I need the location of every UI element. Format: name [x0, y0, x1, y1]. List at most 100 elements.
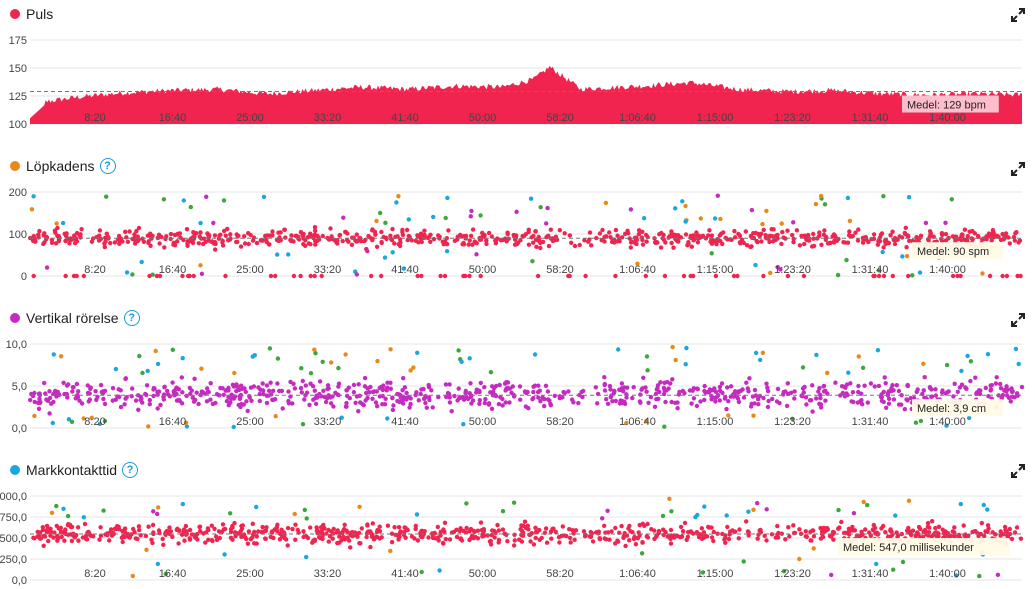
help-circle-icon[interactable]: ? [123, 310, 140, 326]
data-point [279, 527, 284, 532]
data-point [378, 384, 384, 390]
x-tick-label: 8:20 [84, 112, 105, 124]
data-point [488, 370, 494, 375]
data-point [661, 532, 666, 538]
data-point [129, 394, 134, 399]
data-point [562, 231, 567, 236]
data-point [311, 538, 316, 543]
data-point [345, 535, 350, 540]
data-point [155, 561, 161, 567]
data-point [645, 368, 650, 373]
data-point [183, 523, 189, 529]
data-point [451, 529, 457, 535]
data-point [940, 232, 945, 237]
data-point [33, 239, 38, 244]
data-point [291, 381, 296, 386]
help-circle-icon[interactable]: ? [99, 158, 116, 174]
data-point [58, 354, 64, 359]
data-point [641, 216, 647, 221]
data-point [191, 273, 196, 279]
data-point [135, 536, 140, 542]
data-point [982, 533, 987, 539]
data-point [326, 237, 331, 242]
data-point [181, 198, 186, 203]
data-point [929, 394, 934, 399]
data-point [41, 533, 46, 539]
data-point [928, 233, 933, 238]
data-point [239, 383, 244, 388]
data-point [375, 358, 380, 364]
expand-arrows-icon[interactable] [1011, 8, 1025, 22]
data-point [781, 389, 786, 395]
data-point [775, 236, 780, 241]
data-point [702, 397, 707, 403]
data-point [643, 273, 648, 279]
data-point [726, 399, 731, 404]
data-point [163, 532, 168, 537]
data-point [741, 395, 747, 400]
data-point [47, 389, 52, 394]
data-point [234, 232, 239, 237]
data-point [136, 407, 141, 412]
data-point [343, 404, 349, 409]
data-point [97, 421, 103, 426]
data-point [853, 230, 858, 235]
data-point [903, 225, 908, 230]
expand-arrows-icon[interactable] [1011, 162, 1025, 176]
data-point [613, 541, 618, 546]
data-point [762, 533, 767, 538]
data-point [519, 523, 524, 528]
data-point [542, 403, 547, 409]
data-point [802, 384, 807, 390]
x-tick-label: 1:23:20 [774, 416, 811, 428]
data-point [94, 235, 99, 240]
data-point [683, 219, 688, 224]
data-point [168, 236, 173, 242]
data-point [123, 376, 129, 381]
data-point [785, 273, 791, 279]
data-point [645, 535, 651, 540]
data-point [1019, 384, 1025, 390]
data-point [413, 238, 419, 243]
data-point [360, 401, 365, 407]
data-point [883, 381, 888, 386]
data-point [102, 401, 108, 407]
data-point [328, 226, 333, 231]
data-point [717, 398, 722, 403]
data-point [967, 229, 972, 234]
data-point [572, 243, 578, 249]
y-tick-label: 5,0 [12, 381, 27, 393]
data-point [545, 205, 550, 211]
expand-arrows-icon[interactable] [1011, 464, 1025, 478]
data-point [418, 533, 423, 538]
data-point [374, 244, 380, 249]
data-point [185, 243, 190, 248]
data-point [164, 528, 170, 534]
data-point [74, 381, 80, 387]
help-circle-icon[interactable]: ? [122, 462, 139, 478]
data-point [403, 535, 408, 540]
data-point [28, 397, 33, 403]
expand-arrows-icon[interactable] [1011, 313, 1025, 327]
data-point [846, 370, 851, 375]
data-point [779, 241, 784, 247]
data-point [221, 392, 226, 397]
data-point [709, 397, 714, 402]
data-point [952, 381, 957, 386]
data-point [851, 528, 856, 533]
data-point [632, 534, 637, 540]
data-point [268, 380, 273, 385]
data-point [648, 394, 654, 400]
data-point [369, 534, 375, 539]
data-point [755, 536, 760, 541]
data-point [579, 389, 584, 395]
data-point [125, 239, 131, 244]
data-point [569, 397, 575, 402]
data-point [640, 237, 645, 243]
data-point [228, 529, 234, 535]
data-point [588, 534, 594, 539]
data-point [254, 504, 259, 510]
data-point [191, 230, 196, 235]
data-point [700, 570, 705, 575]
data-point [775, 232, 780, 238]
